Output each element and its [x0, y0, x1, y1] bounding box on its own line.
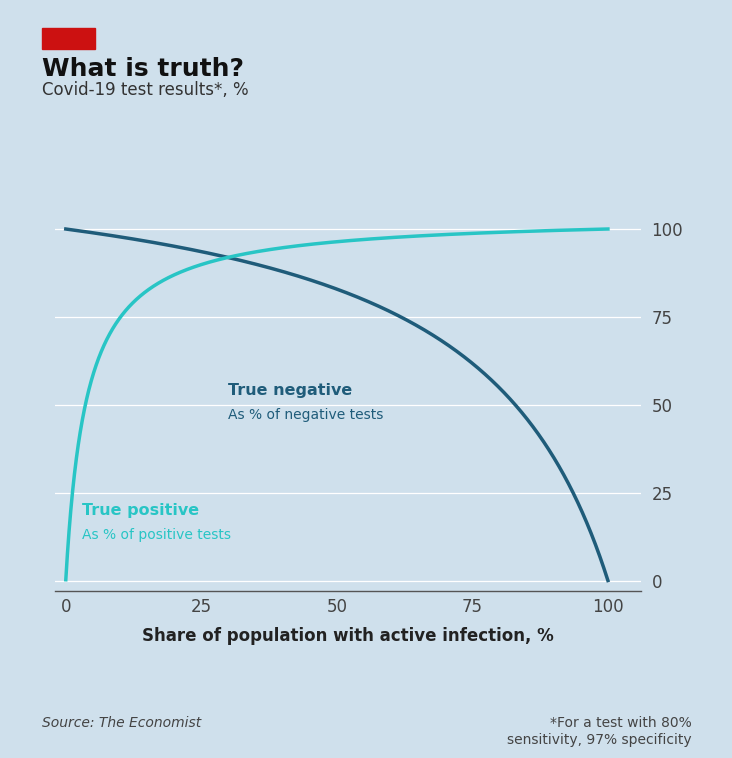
Text: True positive: True positive [82, 503, 199, 518]
Text: As % of positive tests: As % of positive tests [82, 528, 231, 542]
Text: As % of negative tests: As % of negative tests [228, 409, 384, 422]
Text: *For a test with 80%
sensitivity, 97% specificity: *For a test with 80% sensitivity, 97% sp… [507, 716, 692, 747]
Text: True negative: True negative [228, 384, 353, 398]
Text: Source: The Economist: Source: The Economist [42, 716, 202, 730]
Text: Covid-19 test results*, %: Covid-19 test results*, % [42, 81, 249, 99]
Text: What is truth?: What is truth? [42, 57, 244, 81]
X-axis label: Share of population with active infection, %: Share of population with active infectio… [142, 628, 553, 645]
